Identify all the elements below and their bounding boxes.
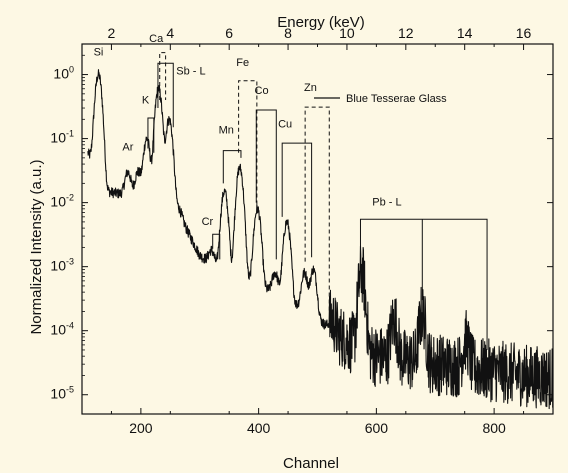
x2-tick-label: 8: [284, 25, 292, 41]
peak-bracket: [212, 233, 221, 260]
x2-tick-label: 12: [398, 25, 414, 41]
peak-label: Cu: [278, 118, 292, 130]
y-tick-label: 10-4: [50, 321, 74, 338]
peak-label: Co: [255, 85, 269, 97]
x2-tick-label: 2: [108, 25, 116, 41]
spectrum-layer: [87, 69, 554, 410]
x-tick-label: 400: [247, 420, 271, 436]
y-tick-label: 100: [53, 65, 74, 82]
peak-label: Zn: [304, 82, 317, 94]
peak-bracket: [281, 142, 313, 258]
x2-tick-label: 16: [516, 25, 532, 41]
peak-label: K: [142, 95, 150, 107]
y-tick-label: 10-3: [50, 257, 74, 274]
x2-tick-label: 14: [457, 25, 473, 41]
peak-label: Sb - L: [176, 66, 205, 78]
peak-bracket: [359, 218, 488, 350]
peak-bracket: [157, 62, 174, 128]
peak-bracket: [159, 52, 167, 101]
annotations-layer: Si Ar K Ca Sb - L Cr Mn Fe Co Cu Zn Pb - L: [94, 33, 488, 350]
peak-bracket: [255, 109, 277, 260]
y-tick-label: 10-5: [50, 385, 74, 402]
y-axis-title: Normalized Intensity (a.u.): [28, 159, 45, 334]
peak-label: Si: [94, 46, 104, 58]
peak-label: Ar: [122, 142, 133, 154]
legend: Blue Tesserae Glass: [314, 93, 447, 105]
peak-bracket: [147, 117, 155, 153]
ticks-layer: 200 400 600 800 2 4 6 8 10 12 14 16 100 10-1 10-2 10-3 1…: [50, 25, 553, 436]
x-tick-label: 200: [129, 420, 153, 436]
peak-bracket: [238, 80, 258, 206]
peak-label: Cr: [202, 216, 214, 228]
peak-label: Ca: [149, 33, 164, 45]
spectrum-line: [87, 69, 554, 410]
peak-label: Pb - L: [372, 197, 401, 209]
x-axis-title: Channel: [283, 455, 339, 472]
peak-label: Fe: [236, 57, 249, 69]
peak-bracket: [304, 106, 330, 312]
peak-label: Mn: [219, 125, 234, 137]
y-tick-label: 10-1: [50, 129, 74, 146]
x2-tick-label: 4: [166, 25, 174, 41]
x-tick-label: 800: [482, 420, 506, 436]
y-tick-label: 10-2: [50, 193, 74, 210]
x-tick-label: 600: [365, 420, 389, 436]
x2-tick-label: 10: [339, 25, 355, 41]
legend-label: Blue Tesserae Glass: [346, 93, 447, 105]
peak-bracket: [222, 150, 242, 184]
x2-axis-title: Energy (keV): [277, 14, 365, 31]
x2-tick-label: 6: [225, 25, 233, 41]
